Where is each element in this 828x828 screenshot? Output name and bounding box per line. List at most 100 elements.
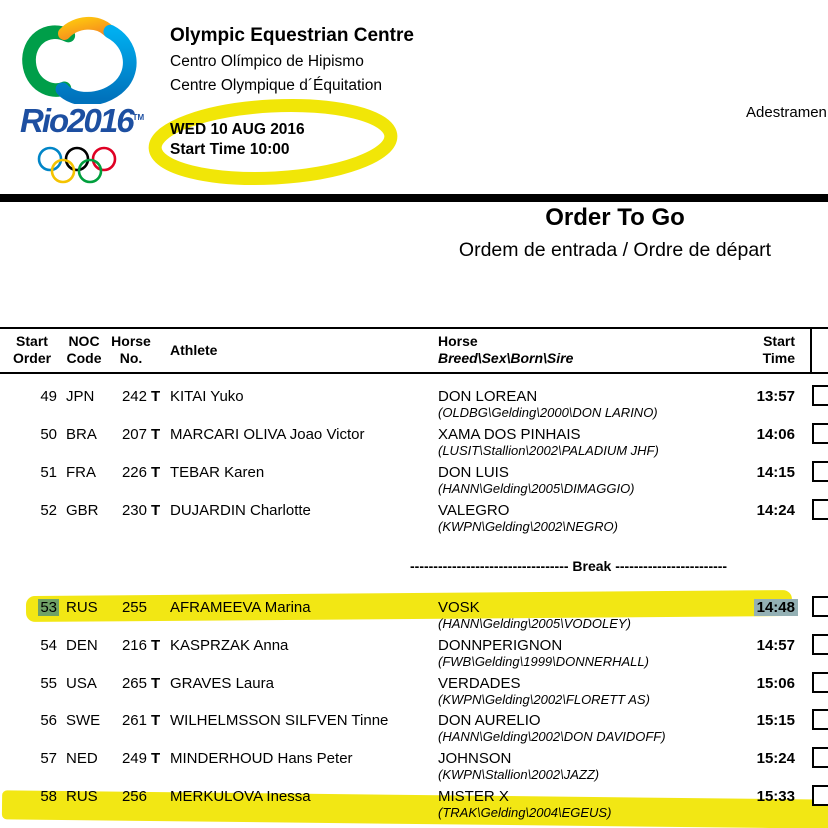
- checkbox: [812, 423, 828, 444]
- break-divider: ---------------------------------- Break…: [410, 558, 728, 574]
- horse-breeding-cell: (KWPN\Gelding\2002\NEGRO): [438, 519, 618, 534]
- checkbox: [812, 634, 828, 655]
- noc-code-cell: FRA: [66, 464, 96, 481]
- start-time-cell: 14:24: [756, 502, 795, 519]
- table-row: 53 RUS 255 AFRAMEEVA Marina VOSK (HANN\Geldin…: [0, 596, 828, 635]
- horse-breeding-cell: (HANN\Gelding\2002\DON DAVIDOFF): [438, 729, 666, 744]
- start-time-cell: 15:33: [756, 788, 795, 805]
- header-divider-bar: [0, 194, 828, 202]
- horse-name-cell: VALEGRO: [438, 502, 510, 519]
- venue-name-portuguese: Centro Olímpico de Hipismo: [170, 53, 364, 70]
- horse-name-cell: JOHNSON: [438, 750, 512, 767]
- start-time-cell: 14:15: [756, 464, 795, 481]
- noc-code-cell: USA: [66, 675, 97, 692]
- horse-no-cell: 261: [121, 712, 147, 729]
- checkbox-column-divider: [810, 327, 812, 374]
- noc-code-cell: SWE: [66, 712, 101, 729]
- table-header: Start Order NOC Code Horse No. Athlete Hors…: [0, 327, 828, 374]
- horse-breeding-cell: (OLDBG\Gelding\2000\DON LARINO): [438, 405, 658, 420]
- start-order-cell: 57: [40, 750, 57, 767]
- col-header-start-time: Start Time: [762, 333, 795, 366]
- table-row: 52 GBR 230 T DUJARDIN Charlotte VALEGRO (KWPN\…: [0, 499, 828, 538]
- athlete-name-cell: GRAVES Laura: [170, 675, 274, 692]
- horse-breeding-cell: (LUSIT\Stallion\2002\PALADIUM JHF): [438, 443, 659, 458]
- trademark-symbol: TM: [132, 113, 145, 122]
- athlete-name-cell: MARCARI OLIVA Joao Victor: [170, 426, 365, 443]
- col-header-start-order: Start Order: [12, 333, 52, 366]
- team-flag-cell: T: [151, 750, 161, 767]
- checkbox: [812, 785, 828, 806]
- horse-no-cell: 207: [121, 426, 147, 443]
- logo-green-arm: [22, 25, 76, 97]
- start-time-cell: 15:15: [756, 712, 795, 729]
- venue-name-french: Centre Olympique d´Équitation: [170, 77, 382, 94]
- col-header-athlete: Athlete: [170, 342, 218, 358]
- athlete-name-cell: AFRAMEEVA Marina: [170, 599, 311, 616]
- start-order-cell: 49: [40, 388, 57, 405]
- logo-orange-arm: [58, 16, 115, 40]
- horse-no-cell: 226: [121, 464, 147, 481]
- page-subtitle: Ordem de entrada / Ordre de départ: [458, 239, 772, 261]
- start-time-cell: 14:48: [695, 599, 798, 616]
- athlete-name-cell: TEBAR Karen: [170, 464, 265, 481]
- team-flag-cell: T: [151, 637, 161, 654]
- horse-name-cell: DON AURELIO: [438, 712, 541, 729]
- noc-code-cell: NED: [66, 750, 98, 767]
- team-flag-cell: T: [151, 464, 161, 481]
- title-block: Order To Go Ordem de entrada / Ordre de …: [400, 204, 828, 262]
- start-time-cell: 14:06: [756, 426, 795, 443]
- athlete-name-cell: KASPRZAK Anna: [170, 637, 289, 654]
- noc-code-cell: DEN: [66, 637, 98, 654]
- horse-breeding-cell: (HANN\Gelding\2005\DIMAGGIO): [438, 481, 635, 496]
- horse-name-cell: DONNPERIGNON: [438, 637, 563, 654]
- start-order-cell: 58: [40, 788, 57, 805]
- horse-breeding-cell: (KWPN\Gelding\2002\FLORETT AS): [438, 692, 650, 707]
- team-flag-cell: T: [151, 426, 161, 443]
- start-order-cell: 53: [0, 599, 59, 616]
- start-order-cell: 56: [40, 712, 57, 729]
- team-flag-cell: T: [151, 502, 161, 519]
- start-order-cell: 54: [40, 637, 57, 654]
- checkbox: [812, 672, 828, 693]
- athlete-name-cell: MINDERHOUD Hans Peter: [170, 750, 353, 767]
- horse-no-cell: 230: [121, 502, 147, 519]
- selection-highlight: 53: [38, 599, 59, 616]
- horse-name-cell: MISTER X: [438, 788, 509, 805]
- checkbox: [812, 385, 828, 406]
- olympic-rings-icon: [37, 146, 117, 184]
- start-order-cell: 52: [40, 502, 57, 519]
- start-time-cell: 13:57: [756, 388, 795, 405]
- logo-blue-arm: [55, 24, 137, 104]
- table-header-rule: [0, 372, 828, 374]
- horse-no-cell: 265: [121, 675, 147, 692]
- noc-code-cell: RUS: [66, 788, 98, 805]
- noc-code-cell: RUS: [66, 599, 98, 616]
- table-row: 58 RUS 256 MERKULOVA Inessa MISTER X (TRAK\Ge…: [0, 785, 828, 824]
- horse-name-cell: DON LOREAN: [438, 388, 538, 405]
- horse-breeding-cell: (KWPN\Stallion\2002\JAZZ): [438, 767, 600, 782]
- table-row: 49 JPN 242 T KITAI Yuko DON LOREAN (OLDBG\Geld…: [0, 385, 828, 424]
- table-row: 54 DEN 216 T KASPRZAK Anna DONNPERIGNON (FWB\G…: [0, 634, 828, 673]
- horse-name-cell: VOSK: [438, 599, 480, 616]
- horse-breeding-cell: (TRAK\Gelding\2004\EGEUS): [438, 805, 612, 820]
- start-time-cell: 15:24: [756, 750, 795, 767]
- discipline-label: Adestramen: [746, 104, 827, 121]
- table-row: 50 BRA 207 T MARCARI OLIVA Joao Victor XAMA D…: [0, 423, 828, 462]
- horse-name-cell: VERDADES: [438, 675, 521, 692]
- athlete-name-cell: KITAI Yuko: [170, 388, 244, 405]
- horse-no-cell: 242: [121, 388, 147, 405]
- team-flag-cell: T: [151, 675, 161, 692]
- horse-no-cell: 249: [121, 750, 147, 767]
- horse-name-cell: XAMA DOS PINHAIS: [438, 426, 581, 443]
- checkbox: [812, 596, 828, 617]
- start-order-cell: 50: [40, 426, 57, 443]
- horse-no-cell: 255: [121, 599, 147, 616]
- noc-code-cell: GBR: [66, 502, 99, 519]
- col-header-horse-no: Horse No.: [111, 333, 151, 366]
- noc-code-cell: BRA: [66, 426, 97, 443]
- start-list-table: 49 JPN 242 T KITAI Yuko DON LOREAN (OLDBG\Geld…: [0, 374, 828, 828]
- horse-breeding-cell: (FWB\Gelding\1999\DONNERHALL): [438, 654, 649, 669]
- session-date: WED 10 AUG 2016: [170, 121, 305, 138]
- table-row: 51 FRA 226 T TEBAR Karen DON LUIS (HANN\Geldin…: [0, 461, 828, 500]
